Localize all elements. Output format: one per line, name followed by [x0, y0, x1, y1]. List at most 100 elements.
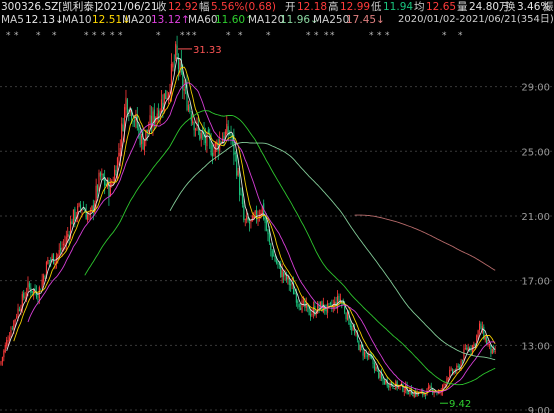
candle-body — [87, 214, 89, 221]
candle — [74, 206, 76, 228]
candle — [102, 173, 104, 181]
candle-body — [480, 323, 482, 330]
candle — [142, 128, 144, 150]
candle — [244, 218, 246, 227]
event-star: * — [156, 31, 161, 41]
event-star: * — [52, 31, 57, 41]
candle-body — [163, 93, 165, 112]
candle — [363, 349, 366, 360]
candle-body — [277, 261, 279, 265]
quote-header: 300326.SZ[凯利泰] 2021/06/21 收 12.92 幅 5.56… — [0, 0, 554, 14]
candle-body — [412, 395, 414, 397]
candle-body — [31, 290, 33, 293]
candle-body — [213, 150, 215, 156]
candle — [138, 123, 140, 139]
candle-body — [274, 256, 276, 261]
candle — [71, 218, 73, 225]
candle-body — [461, 360, 464, 362]
candle-body — [145, 129, 147, 142]
candle-body — [226, 123, 228, 135]
candle — [480, 321, 482, 330]
candle — [165, 89, 167, 100]
candle — [0, 360, 2, 366]
candle-body — [237, 170, 239, 176]
candle-body — [85, 211, 87, 220]
candle-body — [40, 288, 42, 290]
candle-body — [95, 185, 97, 203]
candle — [354, 324, 356, 336]
candle-body — [463, 349, 465, 362]
candle — [132, 120, 134, 127]
candle-body — [44, 276, 46, 278]
candle — [447, 377, 449, 382]
candle — [250, 219, 252, 229]
avg-label: 均 — [414, 1, 425, 13]
candle — [477, 329, 479, 341]
candle-body — [162, 102, 164, 109]
candle-body — [270, 243, 272, 250]
high-label: 高 — [328, 1, 339, 13]
candle — [1, 356, 3, 366]
event-markers: * * * * * * * * * * * * * * * * * * * * * * * * * — [6, 31, 463, 41]
candle — [223, 131, 225, 146]
ma60-label: MA60 — [188, 14, 218, 26]
candle — [217, 138, 219, 160]
y-tick-label: 21.00 — [521, 212, 550, 223]
candle — [243, 198, 245, 223]
candle — [11, 325, 13, 331]
candle-body — [141, 135, 143, 144]
candle — [427, 382, 429, 391]
candle-body — [344, 306, 346, 313]
candle-body — [199, 129, 201, 140]
candle-body — [224, 131, 226, 139]
candle-body — [420, 391, 422, 392]
candle — [212, 144, 214, 165]
candle-body — [264, 217, 266, 224]
candle-body — [149, 115, 151, 128]
candle-body — [153, 109, 155, 124]
candle — [383, 379, 385, 385]
ma120-value: 11.96↓ — [280, 14, 319, 26]
candle-body — [3, 350, 5, 358]
candle — [346, 310, 349, 321]
candle — [388, 384, 390, 391]
candle — [274, 254, 276, 263]
event-star: * — [186, 31, 191, 41]
candle-body — [51, 255, 53, 260]
candle-body — [253, 216, 255, 218]
candle-body — [488, 343, 491, 346]
candle-body — [322, 303, 324, 313]
candle — [491, 348, 493, 355]
event-star: * — [442, 31, 447, 41]
amplitude-tab[interactable]: 振 — [543, 1, 554, 13]
candle-body — [247, 217, 249, 222]
candle — [216, 139, 218, 153]
event-star: * — [314, 31, 319, 41]
candle-body — [447, 377, 449, 380]
candle — [187, 100, 189, 113]
candle-body — [304, 299, 306, 308]
candle — [478, 320, 481, 335]
event-star: * — [306, 31, 311, 41]
candle-body — [311, 313, 313, 316]
candle — [389, 381, 391, 391]
candle-body — [116, 157, 118, 178]
candle-body — [349, 323, 351, 328]
candle-body — [28, 283, 30, 288]
candle — [372, 354, 374, 369]
candle — [101, 168, 103, 181]
candle-body — [433, 392, 435, 394]
candle-body — [236, 154, 238, 176]
candle-body — [423, 393, 425, 395]
event-star: * — [369, 31, 374, 41]
candle-body — [361, 344, 363, 348]
price-annotations: 31.33 9.42 — [178, 45, 471, 410]
candle — [145, 129, 147, 147]
candle-body — [148, 129, 150, 132]
candle-body — [192, 120, 194, 124]
open-label: 开 — [285, 1, 296, 13]
candle-body — [72, 209, 74, 225]
event-star: * — [92, 31, 97, 41]
candle-body — [246, 215, 248, 220]
